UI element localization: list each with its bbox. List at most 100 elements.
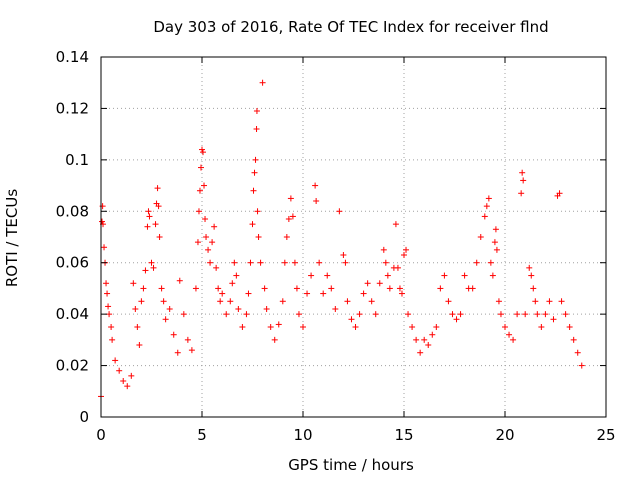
y-tick-label: 0.04 xyxy=(56,305,89,323)
y-tick-label: 0.12 xyxy=(56,99,89,117)
data-point xyxy=(384,272,391,279)
data-point xyxy=(562,311,569,318)
data-point xyxy=(356,311,363,318)
data-point xyxy=(132,306,139,312)
data-point xyxy=(229,280,236,287)
y-tick-label: 0 xyxy=(79,408,89,426)
data-point xyxy=(364,280,371,287)
data-point xyxy=(160,298,167,305)
data-point xyxy=(231,259,238,266)
data-point xyxy=(324,272,331,279)
data-point xyxy=(245,290,252,297)
data-point xyxy=(392,221,399,228)
data-point xyxy=(413,336,420,343)
data-point xyxy=(103,280,110,287)
data-point xyxy=(150,264,157,271)
data-point xyxy=(528,272,535,279)
data-point xyxy=(401,252,407,258)
data-point xyxy=(253,126,260,132)
data-point xyxy=(176,277,183,284)
scatter-series-roti xyxy=(98,79,585,400)
data-point xyxy=(441,272,448,279)
data-point xyxy=(207,259,214,266)
data-point xyxy=(417,349,424,356)
data-point xyxy=(522,311,529,318)
data-point xyxy=(201,182,208,189)
data-point xyxy=(239,324,246,330)
data-point xyxy=(134,324,141,330)
data-point xyxy=(481,213,488,220)
data-point xyxy=(518,190,525,197)
data-point xyxy=(252,156,259,163)
data-point xyxy=(174,349,181,356)
x-tick-label: 25 xyxy=(596,426,615,444)
data-point xyxy=(227,298,234,305)
data-point xyxy=(259,79,266,86)
data-point xyxy=(152,221,159,228)
data-point xyxy=(148,259,155,266)
data-point xyxy=(199,146,205,153)
data-point xyxy=(445,298,452,305)
data-point xyxy=(281,259,288,266)
data-point xyxy=(457,311,464,318)
data-point xyxy=(263,306,270,312)
data-point xyxy=(271,336,278,343)
data-point xyxy=(409,324,416,330)
data-point xyxy=(497,311,504,318)
data-point xyxy=(99,218,106,225)
data-point xyxy=(233,272,240,279)
data-point xyxy=(538,324,545,330)
data-point xyxy=(291,259,298,266)
x-tick-label: 0 xyxy=(96,426,106,444)
data-point xyxy=(136,342,143,348)
data-point xyxy=(380,246,387,253)
data-point xyxy=(124,383,131,390)
data-point xyxy=(332,306,339,312)
data-point xyxy=(514,311,521,318)
data-point xyxy=(253,108,260,114)
data-point xyxy=(120,378,127,384)
data-point xyxy=(532,298,539,305)
data-point xyxy=(328,285,335,292)
data-point xyxy=(382,259,389,266)
data-point xyxy=(155,203,162,210)
x-tick-label: 15 xyxy=(394,426,413,444)
data-point xyxy=(473,259,480,266)
data-point xyxy=(510,336,517,343)
data-point xyxy=(558,298,565,305)
data-point xyxy=(386,285,393,292)
data-point xyxy=(235,306,242,312)
data-point xyxy=(403,246,410,253)
data-point xyxy=(249,221,256,228)
data-point xyxy=(360,290,367,297)
data-point xyxy=(344,298,351,305)
data-point xyxy=(128,372,135,379)
data-point xyxy=(188,347,195,354)
plot-frame xyxy=(100,56,607,418)
data-point xyxy=(526,264,533,271)
data-point xyxy=(223,311,230,318)
data-point xyxy=(144,223,151,230)
data-point xyxy=(215,285,222,292)
data-point xyxy=(376,280,383,287)
data-point xyxy=(485,195,492,202)
data-point xyxy=(398,290,405,297)
data-point xyxy=(433,324,440,330)
data-point xyxy=(162,316,169,323)
data-point xyxy=(506,331,513,338)
data-point xyxy=(285,216,292,222)
data-point xyxy=(156,234,163,240)
data-point xyxy=(197,164,204,171)
data-point xyxy=(247,259,254,266)
data-point xyxy=(250,187,257,194)
data-point xyxy=(495,298,502,305)
x-tick-label: 10 xyxy=(293,426,312,444)
data-point xyxy=(308,272,315,279)
data-point xyxy=(106,311,113,318)
data-point xyxy=(138,298,145,305)
data-point xyxy=(342,259,349,266)
data-point xyxy=(213,264,220,271)
data-point xyxy=(534,311,541,318)
data-point xyxy=(217,298,224,305)
